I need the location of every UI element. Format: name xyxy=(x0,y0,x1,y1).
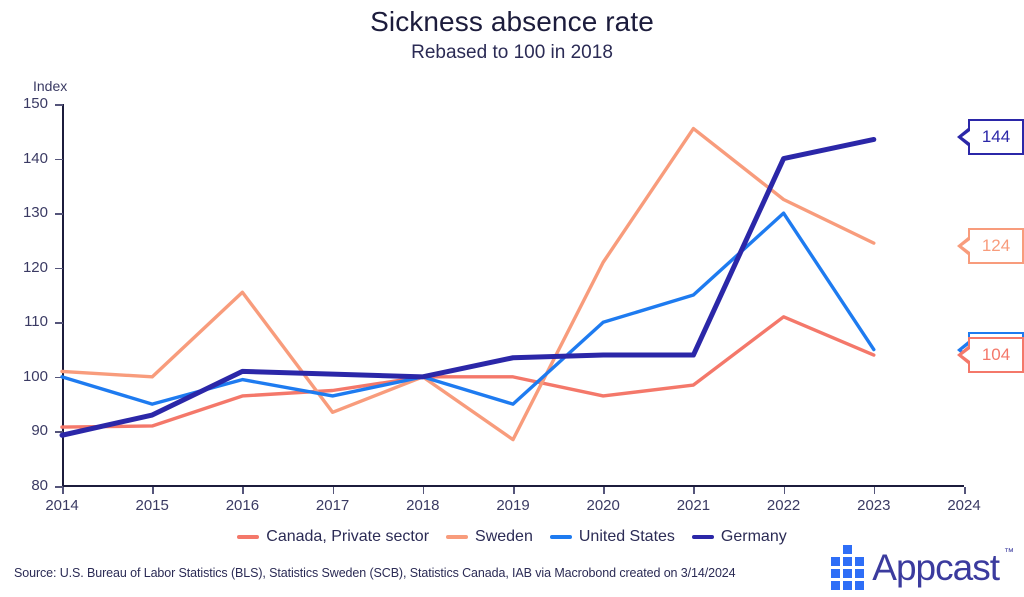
callout-value: 124 xyxy=(981,235,1011,255)
x-tick-2022 xyxy=(783,487,786,494)
legend-item-sweden[interactable]: Sweden xyxy=(446,528,533,546)
chart-legend: Canada, Private sector Sweden United State… xyxy=(0,528,1024,546)
legend-label-sweden: Sweden xyxy=(475,528,533,545)
legend-swatch-united-states xyxy=(549,535,572,539)
legend-swatch-germany xyxy=(691,535,714,539)
x-tick-2019 xyxy=(513,487,515,494)
y-tick-label-80: 80 xyxy=(31,477,48,494)
y-tick-120 xyxy=(55,267,63,270)
chart-title: Sickness absence rate xyxy=(370,6,654,37)
x-tick-2014 xyxy=(62,487,64,494)
callout-value: 104 xyxy=(981,345,1011,365)
callout-value: 144 xyxy=(981,126,1011,146)
series-line-canada-private-sector xyxy=(60,315,876,429)
legend-item-united-states[interactable]: United States xyxy=(549,528,675,546)
x-tick-2015 xyxy=(152,487,154,494)
series-line-germany xyxy=(59,136,877,438)
logo-column-3 xyxy=(855,557,865,590)
x-tick-2021 xyxy=(693,487,695,494)
legend-swatch-canada-private-sector xyxy=(237,535,260,539)
legend-swatch-sweden xyxy=(446,535,469,539)
y-axis-line xyxy=(62,104,64,487)
legend-label-united-states: United States xyxy=(578,528,675,545)
appcast-wordmark: Appcast xyxy=(872,547,1000,588)
y-tick-100 xyxy=(55,376,63,379)
callout-124: 124 xyxy=(968,227,1024,264)
callout-104: 104 xyxy=(968,337,1024,374)
x-tick-2023 xyxy=(873,487,876,494)
appcast-logo: Appcast ™ xyxy=(831,545,1014,590)
x-tick-label-2024: 2024 xyxy=(947,497,981,514)
x-tick-label-2022: 2022 xyxy=(766,497,801,514)
logo-column-1 xyxy=(831,557,841,590)
y-tick-110 xyxy=(55,322,63,324)
legend-item-germany[interactable]: Germany xyxy=(691,528,787,546)
x-tick-label-2017: 2017 xyxy=(315,497,350,514)
y-tick-label-120: 120 xyxy=(22,258,48,276)
x-tick-label-2020: 2020 xyxy=(586,497,620,514)
y-tick-label-140: 140 xyxy=(22,149,48,167)
y-tick-label-90: 90 xyxy=(31,422,48,440)
x-tick-label-2014: 2014 xyxy=(45,497,79,514)
x-tick-label-2023: 2023 xyxy=(857,497,891,514)
x-tick-2020 xyxy=(603,487,605,494)
y-tick-label-130: 130 xyxy=(22,204,48,222)
x-axis-line xyxy=(62,485,964,487)
y-tick-label-150: 150 xyxy=(22,95,48,112)
y-tick-label-100: 100 xyxy=(22,367,48,385)
x-tick-label-2015: 2015 xyxy=(135,497,169,514)
y-tick-label-110: 110 xyxy=(24,313,48,331)
logo-column-2 xyxy=(843,545,853,590)
y-tick-150 xyxy=(55,104,63,106)
y-tick-80 xyxy=(55,486,63,488)
legend-label-canada-private-sector: Canada, Private sector xyxy=(266,528,430,545)
source-note: Source: U.S. Bureau of Labor Statistics … xyxy=(14,566,736,580)
callout-144: 144 xyxy=(968,118,1024,155)
x-tick-label-2021: 2021 xyxy=(676,497,711,514)
trademark-symbol: ™ xyxy=(1004,547,1014,558)
appcast-mark-icon xyxy=(831,545,865,590)
y-axis-label: Index xyxy=(33,78,68,94)
y-tick-90 xyxy=(55,431,63,433)
x-tick-2017 xyxy=(332,487,335,494)
x-tick-label-2019: 2019 xyxy=(496,497,530,514)
x-tick-label-2018: 2018 xyxy=(406,497,440,514)
x-tick-2024 xyxy=(964,487,966,494)
x-tick-label-2016: 2016 xyxy=(225,497,260,514)
series-line-sweden xyxy=(60,126,876,442)
chart-subtitle: Rebased to 100 in 2018 xyxy=(411,42,613,63)
y-tick-130 xyxy=(55,213,63,215)
legend-item-canada-private-sector[interactable]: Canada, Private sector xyxy=(237,528,429,546)
legend-label-germany: Germany xyxy=(720,528,787,545)
y-tick-140 xyxy=(55,158,63,161)
x-tick-2016 xyxy=(242,487,244,494)
x-tick-2018 xyxy=(422,487,425,494)
